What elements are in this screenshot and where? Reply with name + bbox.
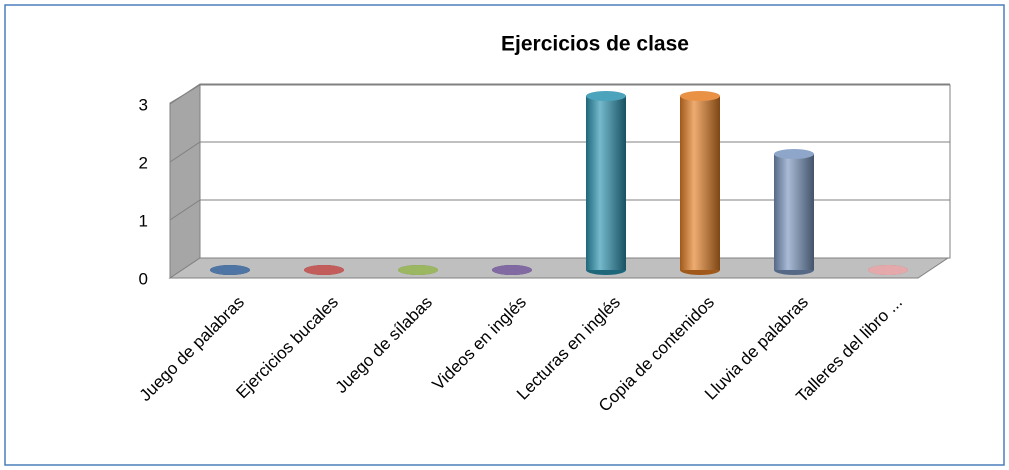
bar	[774, 149, 814, 275]
bar-top	[304, 265, 344, 275]
bar-body	[586, 96, 626, 270]
bar	[586, 91, 626, 275]
bar-body	[774, 154, 814, 270]
y-tick-label: 2	[139, 153, 148, 172]
y-tick-label: 3	[139, 95, 148, 114]
bar-body	[680, 96, 720, 270]
y-tick-label: 0	[139, 269, 148, 288]
back-wall	[199, 84, 951, 259]
y-tick-label: 1	[139, 211, 148, 230]
floor	[168, 257, 950, 279]
bar-top	[774, 149, 814, 159]
chart-title: Ejercicios de clase	[501, 33, 689, 56]
grid-line	[169, 83, 950, 105]
bar-top	[586, 91, 626, 101]
side-wall	[169, 84, 201, 279]
bar	[868, 265, 908, 275]
bar-top	[210, 265, 250, 275]
bar-top	[680, 91, 720, 101]
bar-top	[398, 265, 438, 275]
bar	[398, 265, 438, 275]
bar-top	[492, 265, 532, 275]
bar	[210, 265, 250, 275]
bar-top	[868, 265, 908, 275]
bar	[492, 265, 532, 275]
bar	[304, 265, 344, 275]
bar	[680, 91, 720, 275]
